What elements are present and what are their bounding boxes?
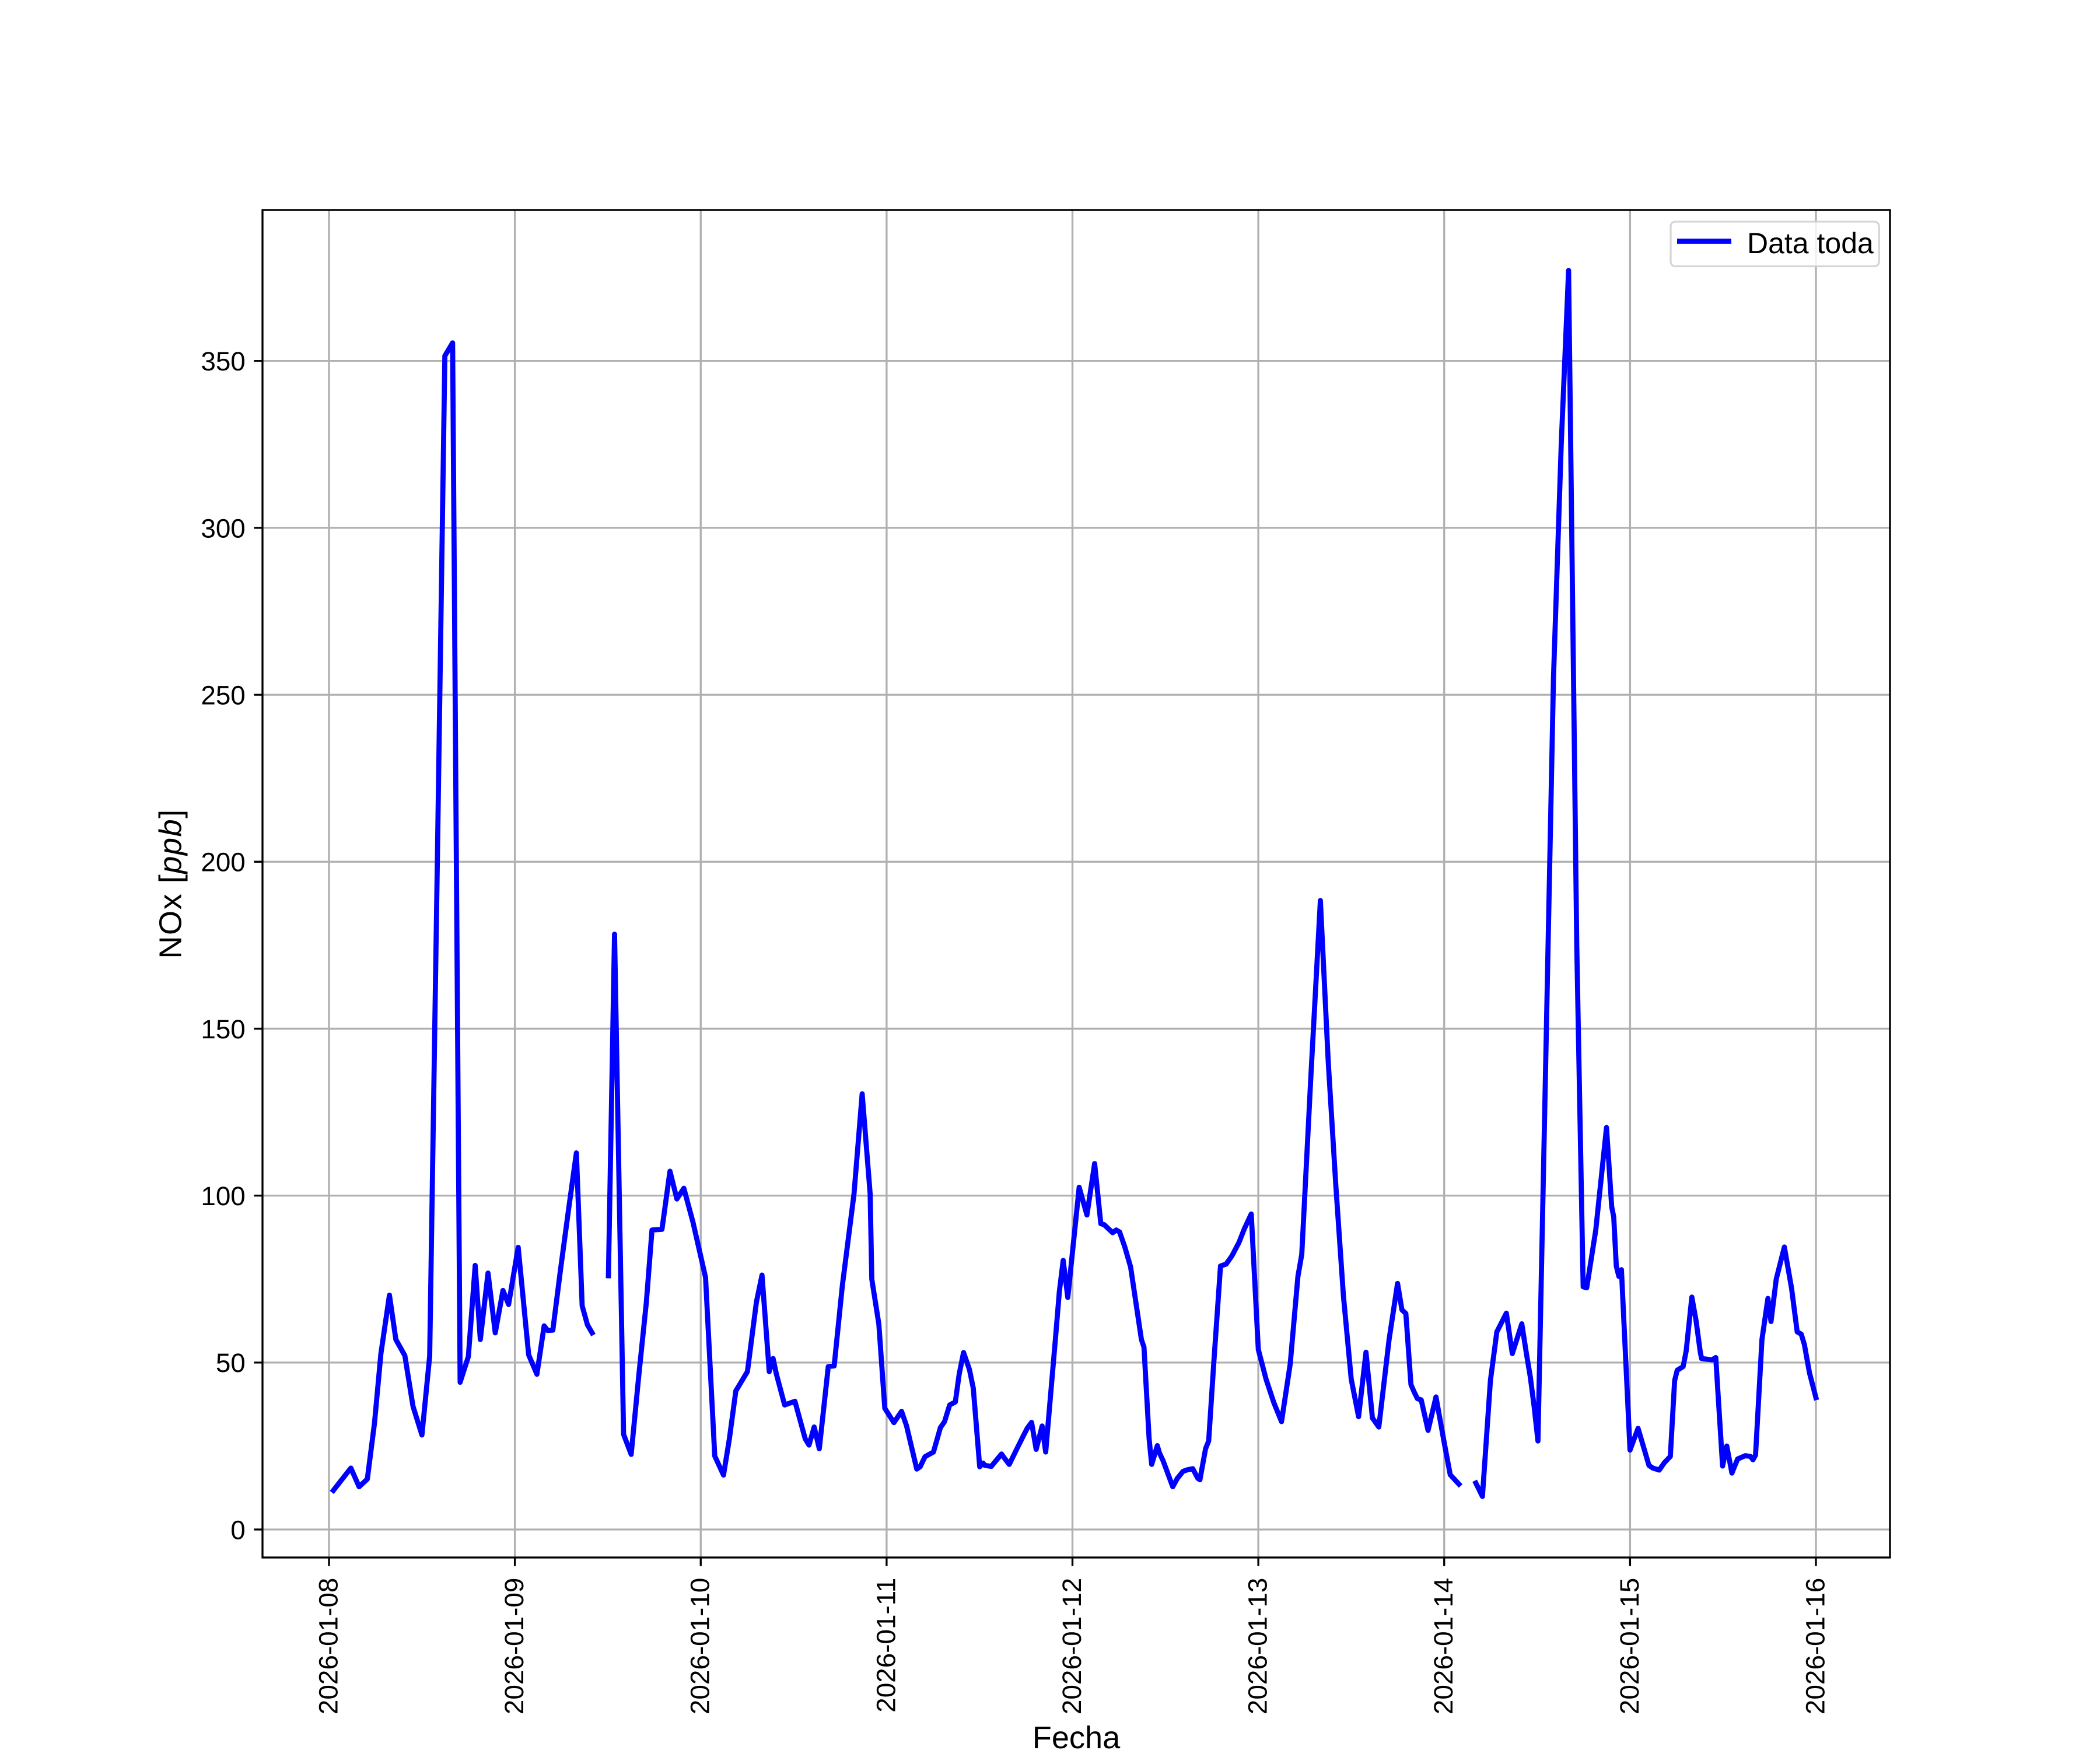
svg-text:150: 150 bbox=[201, 1014, 245, 1044]
svg-text:2026-01-14: 2026-01-14 bbox=[1429, 1578, 1458, 1714]
svg-text:2026-01-09: 2026-01-09 bbox=[499, 1578, 529, 1714]
svg-text:2026-01-08: 2026-01-08 bbox=[313, 1578, 343, 1714]
svg-text:2026-01-16: 2026-01-16 bbox=[1800, 1578, 1830, 1714]
svg-text:200: 200 bbox=[201, 848, 245, 877]
svg-text:2026-01-10: 2026-01-10 bbox=[685, 1578, 715, 1714]
svg-text:0: 0 bbox=[230, 1515, 246, 1545]
svg-text:2026-01-13: 2026-01-13 bbox=[1243, 1578, 1273, 1714]
svg-text:100: 100 bbox=[201, 1181, 245, 1211]
svg-text:Fecha: Fecha bbox=[1032, 1720, 1121, 1750]
svg-text:250: 250 bbox=[201, 681, 245, 710]
svg-text:Data toda: Data toda bbox=[1747, 227, 1874, 260]
svg-text:350: 350 bbox=[201, 346, 245, 376]
svg-text:NOx [ppb]: NOx [ppb] bbox=[153, 808, 188, 958]
svg-text:2026-01-11: 2026-01-11 bbox=[871, 1578, 901, 1713]
svg-text:2026-01-12: 2026-01-12 bbox=[1057, 1578, 1087, 1714]
svg-text:50: 50 bbox=[216, 1348, 246, 1378]
svg-text:300: 300 bbox=[201, 513, 245, 543]
svg-text:2026-01-15: 2026-01-15 bbox=[1615, 1578, 1644, 1714]
